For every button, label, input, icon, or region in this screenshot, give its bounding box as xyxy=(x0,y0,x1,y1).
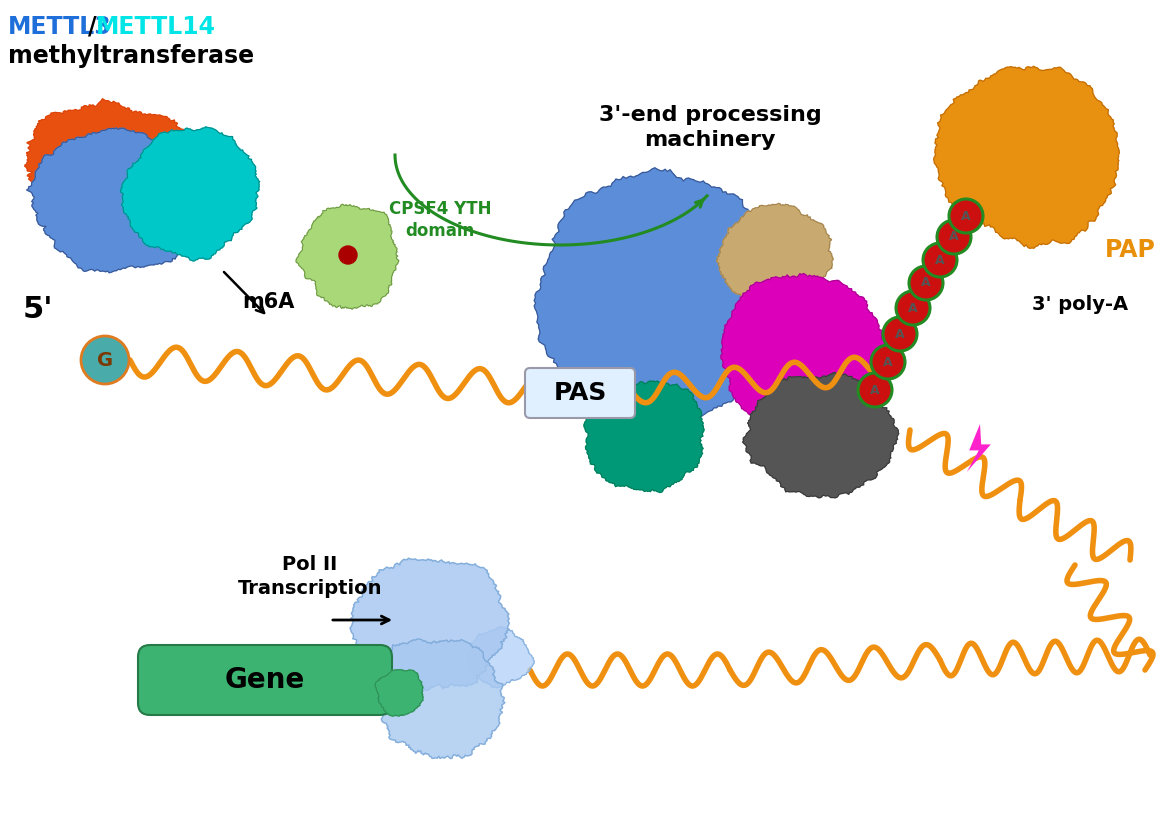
Polygon shape xyxy=(120,127,259,261)
Polygon shape xyxy=(375,670,423,716)
Circle shape xyxy=(950,199,983,233)
Polygon shape xyxy=(467,627,534,688)
Text: A: A xyxy=(895,327,904,340)
Polygon shape xyxy=(350,558,510,693)
Text: Pol II: Pol II xyxy=(283,556,338,575)
Text: G: G xyxy=(97,350,113,369)
Polygon shape xyxy=(717,203,834,308)
Polygon shape xyxy=(721,273,887,440)
Polygon shape xyxy=(380,639,505,758)
Polygon shape xyxy=(296,204,398,309)
Text: m6A: m6A xyxy=(242,292,294,312)
Circle shape xyxy=(896,291,930,325)
Polygon shape xyxy=(933,66,1120,249)
FancyBboxPatch shape xyxy=(138,645,393,715)
Text: Transcription: Transcription xyxy=(237,578,382,597)
Polygon shape xyxy=(534,168,785,424)
Text: A: A xyxy=(908,301,918,315)
Text: A: A xyxy=(870,383,880,396)
Text: A: A xyxy=(884,355,893,368)
Text: Gene: Gene xyxy=(225,666,305,694)
Polygon shape xyxy=(742,373,899,498)
Text: 3' poly-A: 3' poly-A xyxy=(1032,296,1128,315)
Circle shape xyxy=(339,246,357,264)
Circle shape xyxy=(909,266,943,300)
Polygon shape xyxy=(967,424,991,472)
Text: CPSF4 YTH
domain: CPSF4 YTH domain xyxy=(389,200,491,240)
Circle shape xyxy=(923,243,957,277)
Polygon shape xyxy=(24,99,191,220)
Text: PAP: PAP xyxy=(1105,238,1156,262)
Text: METTL14: METTL14 xyxy=(96,15,217,39)
Text: A: A xyxy=(950,230,959,244)
Text: A: A xyxy=(936,254,945,267)
Circle shape xyxy=(884,317,917,351)
Text: PAS: PAS xyxy=(554,381,607,405)
Polygon shape xyxy=(27,128,201,273)
Polygon shape xyxy=(584,381,704,492)
Circle shape xyxy=(937,220,972,254)
FancyBboxPatch shape xyxy=(525,368,635,418)
Text: A: A xyxy=(961,210,970,222)
Text: machinery: machinery xyxy=(644,130,776,150)
Text: 3'-end processing: 3'-end processing xyxy=(599,105,821,125)
Text: methyltransferase: methyltransferase xyxy=(8,44,254,68)
Circle shape xyxy=(871,345,906,379)
Text: A: A xyxy=(921,277,931,289)
Text: 5': 5' xyxy=(23,296,53,325)
Circle shape xyxy=(81,336,129,384)
Text: METTL3: METTL3 xyxy=(8,15,112,39)
Text: /: / xyxy=(88,15,96,39)
Circle shape xyxy=(858,373,892,407)
